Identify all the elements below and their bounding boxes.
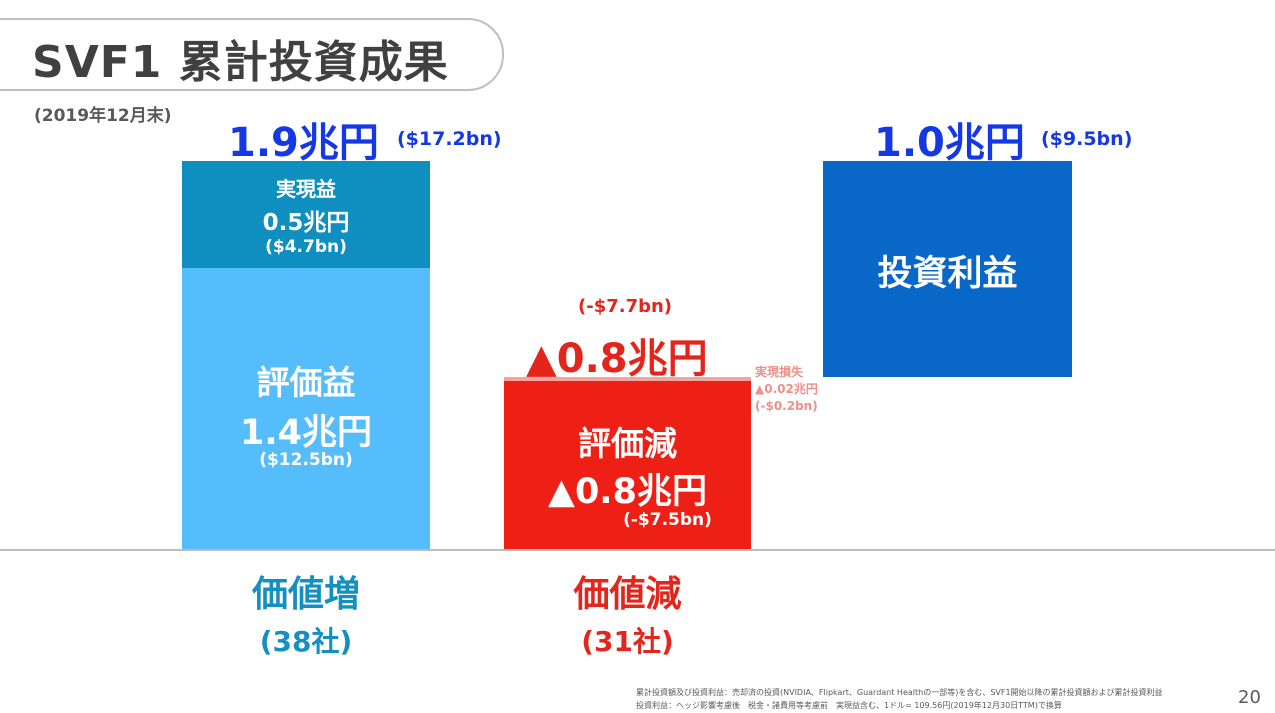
title-pill — [0, 18, 504, 91]
realized-loss-label: 実現損失 — [755, 365, 804, 379]
date-note: (2019年12月末) — [34, 106, 172, 126]
footnote-line: 投資利益：ヘッジ影響考慮後 税金・諸費用等考慮前 実現益含む、1ドル= 109.… — [636, 701, 1062, 710]
realized-loss-note: 実現損失 ▲0.02兆円 (-$0.2bn) — [755, 364, 818, 415]
valuation-loss-jpy: ▲0.8兆円 — [548, 472, 707, 512]
realized-gain-usd: ($4.7bn) — [265, 237, 347, 257]
unrealized-gain-jpy: 1.4兆円 — [239, 413, 372, 453]
valuation-loss-bar: 評価減 ▲0.8兆円 (-$7.5bn) — [504, 381, 751, 549]
realized-gain-jpy: 0.5兆円 — [262, 210, 350, 236]
investment-profit-label: 投資利益 — [877, 254, 1018, 294]
decrease-total-jpy: ▲0.8兆円 — [526, 336, 708, 382]
valuation-loss-label: 評価減 — [578, 424, 677, 463]
unrealized-gain-usd: ($12.5bn) — [259, 450, 353, 470]
increase-category-label: 価値増 — [251, 574, 360, 615]
profit-total-jpy: 1.0兆円 — [874, 120, 1025, 166]
profit-total-usd: ($9.5bn) — [1041, 128, 1133, 150]
unrealized-gain-label: 評価益 — [256, 363, 356, 402]
increase-company-count: (38社) — [259, 625, 353, 658]
decrease-total-usd: (-$7.7bn) — [578, 296, 673, 317]
decrease-category-label: 価値減 — [573, 574, 682, 615]
footnotes: 累計投資額及び投資利益：売却済の投資(NVIDIA、Flipkart、Guard… — [636, 686, 1163, 712]
valuation-loss-usd: (-$7.5bn) — [623, 510, 712, 530]
baseline — [0, 549, 1275, 551]
realized-gain-label: 実現益 — [276, 177, 336, 201]
increase-total-jpy: 1.9兆円 — [228, 120, 379, 166]
page-title: SVF1 累計投資成果 — [32, 37, 449, 88]
realized-gain-bar: 実現益 0.5兆円 ($4.7bn) — [182, 161, 430, 268]
increase-total-usd: ($17.2bn) — [397, 128, 502, 150]
unrealized-gain-bar: 評価益 1.4兆円 ($12.5bn) — [182, 268, 430, 549]
investment-profit-bar: 投資利益 — [823, 161, 1072, 377]
footnote-line: 累計投資額及び投資利益：売却済の投資(NVIDIA、Flipkart、Guard… — [636, 688, 1163, 697]
realized-loss-bar — [504, 377, 751, 381]
realized-loss-jpy: ▲0.02兆円 — [755, 382, 818, 396]
decrease-company-count: (31社) — [581, 625, 674, 658]
realized-loss-usd: (-$0.2bn) — [755, 399, 818, 413]
page-number: 20 — [1238, 687, 1261, 708]
